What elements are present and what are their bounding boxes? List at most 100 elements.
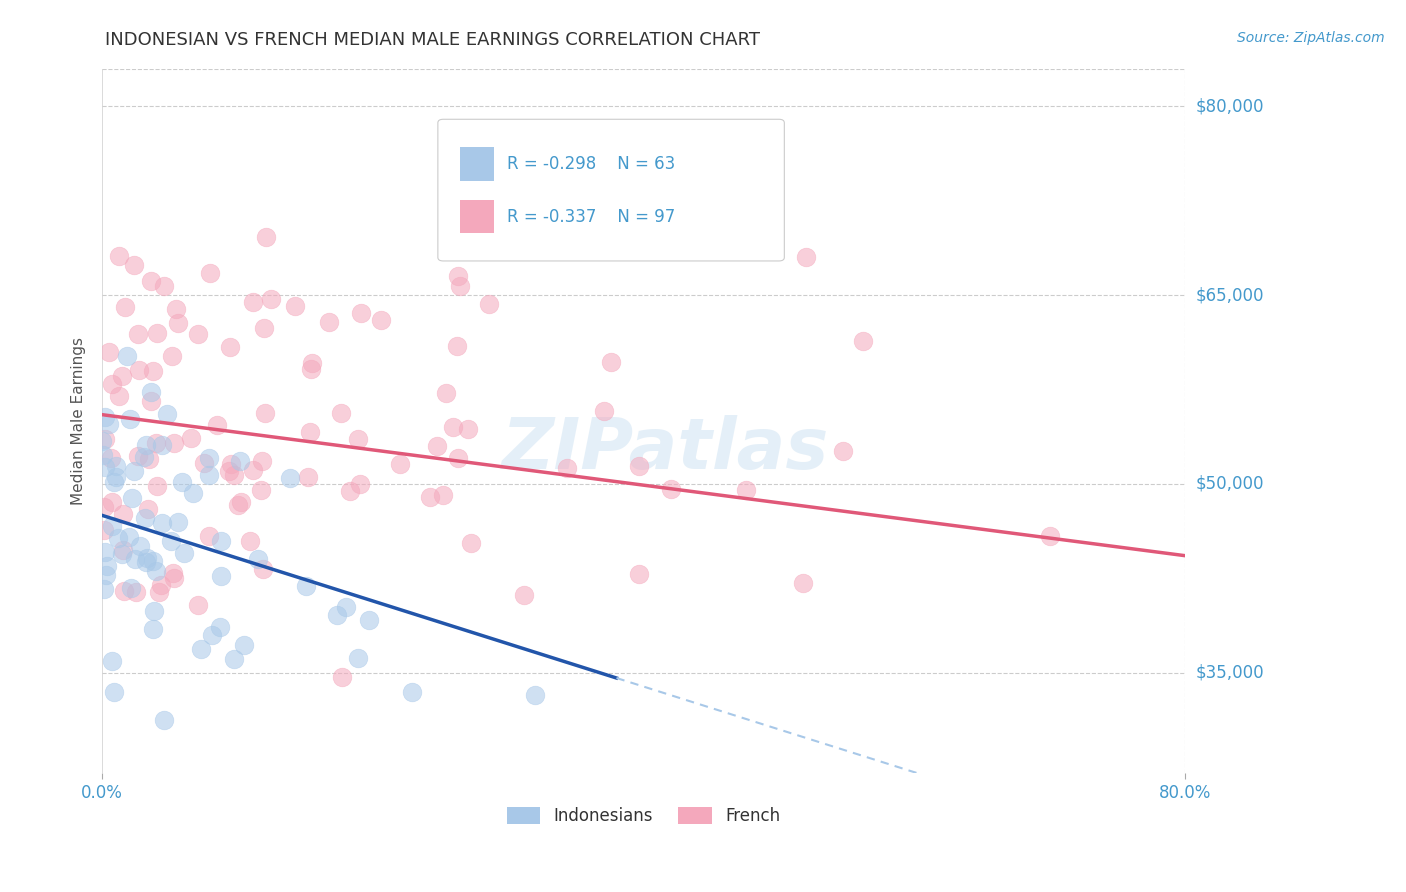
Point (389, 457, 412, 471)
Point (96, 568, 118, 582)
Point (599, 355, 621, 369)
Point (105, 470, 128, 484)
Point (659, 482, 682, 496)
Point (198, 468, 221, 483)
Point (254, 406, 277, 420)
Point (523, 688, 546, 702)
Point (209, 533, 232, 548)
FancyBboxPatch shape (460, 147, 494, 180)
Point (357, 614, 380, 628)
Point (1039, 529, 1062, 543)
Point (219, 458, 242, 472)
Point (419, 490, 441, 504)
Point (139, 393, 162, 408)
Point (218, 464, 240, 478)
Point (135, 438, 157, 452)
Point (150, 438, 173, 452)
Point (104, 458, 127, 473)
Point (198, 529, 221, 543)
Point (209, 568, 232, 582)
Point (226, 498, 249, 512)
Point (181, 485, 204, 500)
Point (138, 502, 160, 516)
Text: $65,000: $65,000 (1195, 286, 1264, 304)
Point (160, 533, 183, 548)
Text: ZIPatlas: ZIPatlas (502, 415, 830, 483)
Point (111, 368, 134, 383)
Point (156, 407, 179, 421)
Point (111, 547, 134, 561)
Point (93, 582, 115, 596)
Point (163, 435, 186, 450)
Point (153, 279, 176, 293)
Point (132, 450, 155, 465)
Point (242, 462, 264, 476)
Point (138, 452, 160, 467)
Point (94, 432, 117, 446)
Point (446, 338, 468, 352)
Point (346, 650, 368, 665)
Point (347, 433, 370, 447)
Point (145, 326, 167, 340)
Point (120, 581, 142, 595)
Point (180, 432, 202, 446)
Point (457, 422, 479, 436)
Point (246, 552, 269, 566)
Point (370, 313, 392, 327)
Point (335, 600, 357, 615)
Point (555, 460, 578, 475)
Point (831, 443, 853, 458)
Point (301, 356, 323, 370)
Point (129, 540, 152, 554)
Point (96, 558, 118, 573)
Point (249, 483, 271, 497)
Point (239, 533, 262, 548)
Point (100, 450, 122, 465)
Point (700, 200, 723, 214)
FancyBboxPatch shape (460, 200, 494, 234)
Point (193, 456, 215, 470)
Point (295, 579, 318, 593)
Point (349, 477, 371, 491)
Point (627, 566, 650, 581)
Point (148, 585, 170, 599)
Point (339, 484, 361, 499)
Point (139, 385, 162, 400)
Point (170, 475, 193, 489)
Point (173, 547, 195, 561)
Point (167, 515, 190, 529)
Point (142, 623, 165, 637)
Point (127, 449, 149, 463)
Point (224, 652, 246, 666)
Point (332, 669, 354, 683)
Point (426, 439, 449, 453)
Point (447, 269, 470, 284)
Point (107, 531, 129, 545)
Point (254, 229, 277, 244)
Point (299, 362, 322, 376)
Point (98, 417, 121, 432)
Point (478, 297, 501, 311)
Point (434, 385, 457, 400)
Point (128, 363, 150, 377)
Point (513, 588, 536, 602)
Point (94, 409, 117, 424)
Point (94, 460, 117, 475)
Legend: Indonesians, French: Indonesians, French (508, 807, 780, 825)
Point (115, 349, 138, 363)
Point (118, 530, 141, 544)
Point (136, 551, 159, 566)
Point (101, 654, 124, 668)
Point (162, 566, 184, 581)
Point (145, 479, 167, 493)
Point (124, 464, 146, 478)
Point (242, 295, 264, 310)
Point (118, 411, 141, 425)
Point (792, 576, 814, 591)
Point (628, 459, 651, 474)
Point (91, 434, 114, 449)
Text: $50,000: $50,000 (1195, 475, 1264, 493)
Point (153, 714, 176, 728)
Text: $35,000: $35,000 (1195, 664, 1264, 681)
Point (229, 453, 252, 467)
